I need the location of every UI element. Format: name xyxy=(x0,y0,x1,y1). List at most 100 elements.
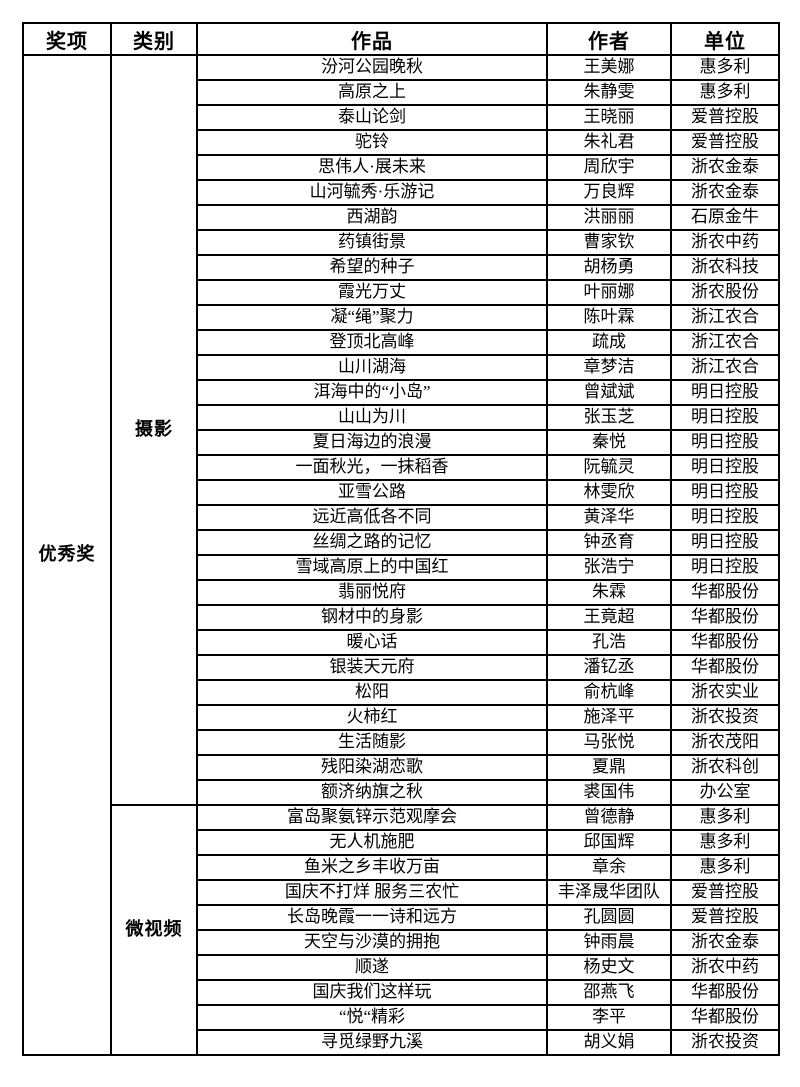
org-cell: 华都股份 xyxy=(670,654,780,681)
work-cell: “悦“精彩 xyxy=(196,1004,548,1031)
table-row: 钢材中的身影 王竟超 华都股份 xyxy=(23,604,780,631)
work-cell: 寻觅绿野九溪 xyxy=(196,1029,548,1056)
table-row: 远近高低各不同 黄泽华 明日控股 xyxy=(23,504,780,531)
author-cell: 张浩宁 xyxy=(546,554,672,581)
author-cell: 钟雨晨 xyxy=(546,929,672,956)
org-cell: 明日控股 xyxy=(670,429,780,456)
work-cell: 登顶北高峰 xyxy=(196,329,548,356)
work-cell: 夏日海边的浪漫 xyxy=(196,429,548,456)
table-row: 翡丽悦府 朱霖 华都股份 xyxy=(23,579,780,606)
org-cell: 明日控股 xyxy=(670,454,780,481)
author-cell: 王晓丽 xyxy=(546,104,672,131)
org-cell: 华都股份 xyxy=(670,979,780,1006)
author-cell: 朱霖 xyxy=(546,579,672,606)
header-row: 奖项 类别 作品 作者 单位 xyxy=(22,22,780,56)
author-cell: 马张悦 xyxy=(546,729,672,756)
author-cell: 俞杭峰 xyxy=(546,679,672,706)
org-cell: 惠多利 xyxy=(670,804,780,831)
table-row: 鱼米之乡丰收万亩 章余 惠多利 xyxy=(23,854,780,881)
work-cell: 一面秋光，一抹稻香 xyxy=(196,454,548,481)
work-cell: 雪域高原上的中国红 xyxy=(196,554,548,581)
author-cell: 张玉芝 xyxy=(546,404,672,431)
author-cell: 潘钇丞 xyxy=(546,654,672,681)
author-cell: 章余 xyxy=(546,854,672,881)
table-row: 夏日海边的浪漫 秦悦 明日控股 xyxy=(23,429,780,456)
table-row: 山河毓秀·乐游记 万良辉 浙农金泰 xyxy=(23,179,780,206)
work-cell: 丝绸之路的记忆 xyxy=(196,529,548,556)
table-row: 生活随影 马张悦 浙农茂阳 xyxy=(23,729,780,756)
work-cell: 山河毓秀·乐游记 xyxy=(196,179,548,206)
author-cell: 孔浩 xyxy=(546,629,672,656)
table-row: 天空与沙漠的拥抱 钟雨晨 浙农金泰 xyxy=(23,929,780,956)
table-row: 洱海中的“小岛” 曾斌斌 明日控股 xyxy=(23,379,780,406)
work-cell: 药镇街景 xyxy=(196,229,548,256)
table-row: 微视频 富岛聚氨锌示范观摩会 曾德静 惠多利 xyxy=(23,804,780,1056)
author-cell: 阮毓灵 xyxy=(546,454,672,481)
author-cell: 施泽平 xyxy=(546,704,672,731)
author-cell: 钟丞育 xyxy=(546,529,672,556)
table-row: 额济纳旗之秋 裘国伟 办公室 xyxy=(23,779,780,806)
work-cell: 山山为川 xyxy=(196,404,548,431)
org-cell: 惠多利 xyxy=(670,79,780,106)
work-cell: 汾河公园晚秋 xyxy=(196,54,548,81)
work-cell: 暖心话 xyxy=(196,629,548,656)
org-cell: 浙江农合 xyxy=(670,304,780,331)
table-row: 驼铃 朱礼君 爱普控股 xyxy=(23,129,780,156)
work-cell: 驼铃 xyxy=(196,129,548,156)
org-cell: 爱普控股 xyxy=(670,129,780,156)
org-cell: 浙江农合 xyxy=(670,329,780,356)
author-cell: 胡义娟 xyxy=(546,1029,672,1056)
table-row: 丝绸之路的记忆 钟丞育 明日控股 xyxy=(23,529,780,556)
work-cell: 凝“绳”聚力 xyxy=(196,304,548,331)
work-cell: 富岛聚氨锌示范观摩会 xyxy=(196,804,548,831)
work-cell: 顺遂 xyxy=(196,954,548,981)
table-row: 山川湖海 章梦洁 浙江农合 xyxy=(23,354,780,381)
author-cell: 秦悦 xyxy=(546,429,672,456)
org-cell: 浙农股份 xyxy=(670,279,780,306)
author-cell: 王竟超 xyxy=(546,604,672,631)
work-cell: 高原之上 xyxy=(196,79,548,106)
table-row: 火柿红 施泽平 浙农投资 xyxy=(23,704,780,731)
table-row: 寻觅绿野九溪 胡义娟 浙农投资 xyxy=(23,1029,780,1056)
work-cell: 国庆不打烊 服务三农忙 xyxy=(196,879,548,906)
table-row: 山山为川 张玉芝 明日控股 xyxy=(23,404,780,431)
table-row: 国庆不打烊 服务三农忙 丰泽晟华团队 爱普控股 xyxy=(23,879,780,906)
work-cell: 希望的种子 xyxy=(196,254,548,281)
author-cell: 曾德静 xyxy=(546,804,672,831)
table-row: 长岛晚霞一一诗和远方 孔圆圆 爱普控股 xyxy=(23,904,780,931)
work-cell: 亚雪公路 xyxy=(196,479,548,506)
org-cell: 华都股份 xyxy=(670,629,780,656)
table-row: 雪域高原上的中国红 张浩宁 明日控股 xyxy=(23,554,780,581)
author-cell: 邱国辉 xyxy=(546,829,672,856)
author-cell: 陈叶霖 xyxy=(546,304,672,331)
org-cell: 惠多利 xyxy=(670,54,780,81)
org-cell: 浙农科创 xyxy=(670,754,780,781)
table-row: 登顶北高峰 疏成 浙江农合 xyxy=(23,329,780,356)
author-cell: 万良辉 xyxy=(546,179,672,206)
author-cell: 曹家钦 xyxy=(546,229,672,256)
col-header-org: 单位 xyxy=(670,22,780,56)
work-cell: 霞光万丈 xyxy=(196,279,548,306)
author-cell: 朱礼君 xyxy=(546,129,672,156)
author-cell: 胡杨勇 xyxy=(546,254,672,281)
org-cell: 华都股份 xyxy=(670,579,780,606)
table-row: 暖心话 孔浩 华都股份 xyxy=(23,629,780,656)
org-cell: 浙江农合 xyxy=(670,354,780,381)
work-cell: 残阳染湖恋歌 xyxy=(196,754,548,781)
work-cell: 山川湖海 xyxy=(196,354,548,381)
org-cell: 惠多利 xyxy=(670,854,780,881)
table-row: 银装天元府 潘钇丞 华都股份 xyxy=(23,654,780,681)
work-cell: 天空与沙漠的拥抱 xyxy=(196,929,548,956)
org-cell: 明日控股 xyxy=(670,554,780,581)
org-cell: 浙农中药 xyxy=(670,954,780,981)
org-cell: 明日控股 xyxy=(670,479,780,506)
work-cell: 钢材中的身影 xyxy=(196,604,548,631)
table-row: 亚雪公路 林雯欣 明日控股 xyxy=(23,479,780,506)
author-cell: 洪丽丽 xyxy=(546,204,672,231)
org-cell: 爱普控股 xyxy=(670,104,780,131)
author-cell: 朱静雯 xyxy=(546,79,672,106)
author-cell: 孔圆圆 xyxy=(546,904,672,931)
author-cell: 裘国伟 xyxy=(546,779,672,806)
table-row: 希望的种子 胡杨勇 浙农科技 xyxy=(23,254,780,281)
